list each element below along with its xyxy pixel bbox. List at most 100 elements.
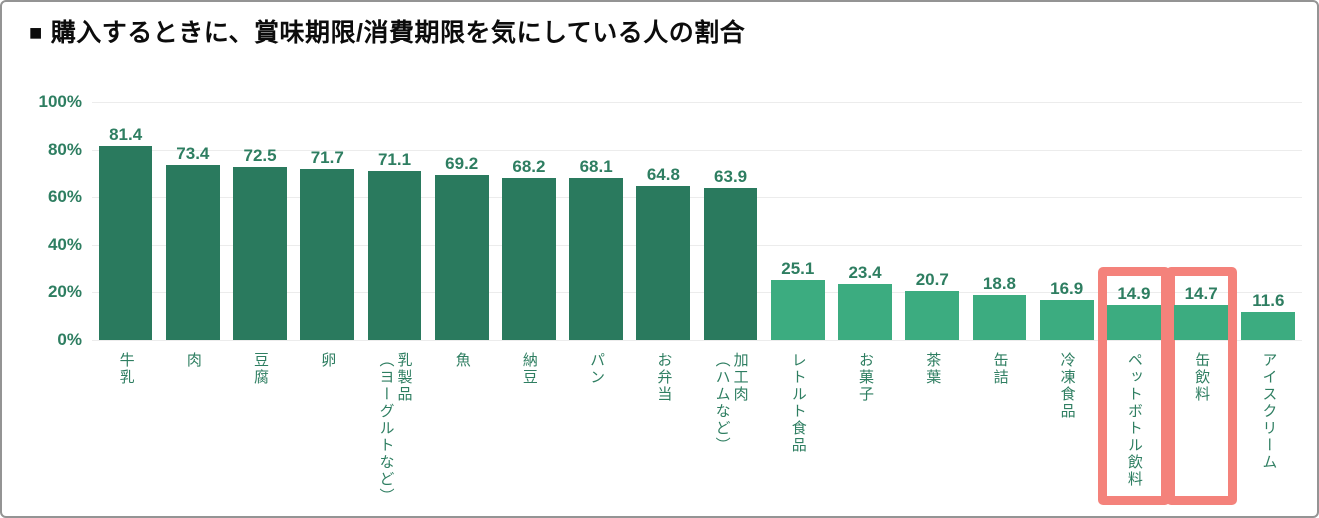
bar-category-label: 缶詰 xyxy=(991,352,1009,386)
bar-wrap: 18.8 xyxy=(966,102,1033,340)
bar-category: ペットボトル飲料 xyxy=(1100,352,1167,488)
bar-column: 68.1 パン xyxy=(563,102,630,505)
bar-value-label: 25.1 xyxy=(781,259,815,279)
bar-category: レトルト食品 xyxy=(764,352,831,454)
gridline xyxy=(92,197,1302,199)
bar-category-label: レトルト食品 xyxy=(789,352,807,454)
bar-category: 肉 xyxy=(159,352,226,369)
bar-category: 牛乳 xyxy=(92,352,159,386)
bar-wrap: 14.9 xyxy=(1100,102,1167,340)
y-axis-tick-label: 0% xyxy=(57,330,82,349)
bar-category: アイスクリーム xyxy=(1235,352,1302,471)
bar xyxy=(905,290,960,340)
bar-wrap: 68.1 xyxy=(563,102,630,340)
bar-value-label: 72.5 xyxy=(243,146,277,166)
bar xyxy=(233,167,287,340)
gridline xyxy=(92,244,1302,246)
bar-category-label: 加工肉 （ハムなど） xyxy=(713,352,749,454)
bar-category-label: 魚 xyxy=(453,352,471,369)
bar-column: 69.2 魚 xyxy=(428,102,495,505)
bar xyxy=(569,177,624,340)
bar-category-label: 乳製品 （ヨーグルトなど） xyxy=(377,352,413,505)
bar-category-label: お菓子 xyxy=(857,352,875,403)
bar-column: 71.7 卵 xyxy=(294,102,361,505)
bar-category-label: ペットボトル飲料 xyxy=(1125,352,1143,488)
bar-column: 72.5 豆腐 xyxy=(226,102,293,505)
bar-category: 卵 xyxy=(294,352,361,369)
bar xyxy=(636,185,691,340)
bar-wrap: 73.4 xyxy=(159,102,226,340)
bar-category: お弁当 xyxy=(630,352,697,403)
y-axis: 100% 80% 60% 40% 20% 0% xyxy=(2,92,82,349)
bar-category: 缶飲料 xyxy=(1168,352,1235,403)
bar-column: 14.9 ペットボトル飲料 xyxy=(1098,102,1170,505)
bar xyxy=(502,177,556,340)
title-marker-icon: ■ xyxy=(29,20,43,45)
bar xyxy=(972,295,1027,340)
bar-value-label: 71.7 xyxy=(310,148,344,168)
bar xyxy=(1039,299,1094,340)
y-axis-tick-label: 100% xyxy=(38,92,82,111)
plot-area: 81.4 牛乳 73.4 肉 72.5 豆腐 71.7 卵 71.1 乳製品 （ヨーグルトなど） 6… xyxy=(92,102,1302,505)
bar-category: パン xyxy=(563,352,630,386)
bar-wrap: 16.9 xyxy=(1033,102,1100,340)
bar-value-label: 64.8 xyxy=(646,164,680,184)
bar-column: 64.8 お弁当 xyxy=(630,102,697,505)
bar-wrap: 20.7 xyxy=(899,102,966,340)
bar-category-label: 冷凍食品 xyxy=(1058,352,1076,420)
bar xyxy=(300,169,355,340)
chart-title: ■ 購入するときに、賞味期限/消費期限を気にしている人の割合 xyxy=(29,13,745,49)
bar-value-label: 73.4 xyxy=(176,144,210,164)
bar-wrap: 81.4 xyxy=(92,102,159,340)
bar-wrap: 11.6 xyxy=(1235,102,1302,340)
bar-category-label: 豆腐 xyxy=(252,352,270,386)
bar xyxy=(1241,312,1296,340)
bar-wrap: 72.5 xyxy=(226,102,293,340)
bar-value-label: 18.8 xyxy=(982,274,1016,294)
bar-wrap: 68.2 xyxy=(495,102,562,340)
gridline xyxy=(92,102,1302,103)
bar xyxy=(1107,304,1161,340)
bar-wrap: 25.1 xyxy=(764,102,831,340)
bar-value-label: 81.4 xyxy=(109,125,143,145)
bar-category: 魚 xyxy=(428,352,495,369)
bar-value-label: 20.7 xyxy=(915,269,949,289)
bar-category: 缶詰 xyxy=(966,352,1033,386)
bar-category: お菓子 xyxy=(831,352,898,403)
bar-category: 加工肉 （ハムなど） xyxy=(697,352,764,454)
chart-title-text: 購入するときに、賞味期限/消費期限を気にしている人の割合 xyxy=(50,19,746,47)
bar-category: 納豆 xyxy=(495,352,562,386)
bar-wrap: 64.8 xyxy=(630,102,697,340)
bar-wrap: 71.7 xyxy=(294,102,361,340)
bar-wrap: 63.9 xyxy=(697,102,764,340)
bar-wrap: 14.7 xyxy=(1168,102,1235,340)
y-axis-tick-label: 40% xyxy=(47,234,82,254)
bar-column: 16.9 冷凍食品 xyxy=(1033,102,1100,505)
gridline xyxy=(92,340,1302,341)
y-axis-tick-label: 60% xyxy=(47,187,82,207)
bar-value-label: 71.1 xyxy=(377,149,412,169)
gridline xyxy=(92,149,1302,151)
bar-value-label: 68.1 xyxy=(579,156,613,176)
y-axis-tick-label: 80% xyxy=(47,139,82,159)
bar-category-label: アイスクリーム xyxy=(1260,352,1278,471)
bar-column: 11.6 アイスクリーム xyxy=(1235,102,1302,505)
bar-value-label: 23.4 xyxy=(848,263,882,283)
bar xyxy=(1174,305,1228,340)
bar-column: 18.8 缶詰 xyxy=(966,102,1033,505)
bar-value-label: 63.9 xyxy=(714,166,748,186)
bar-column: 73.4 肉 xyxy=(159,102,226,505)
bar-wrap: 71.1 xyxy=(361,102,428,340)
bar-category-label: 牛乳 xyxy=(117,352,135,386)
bar-wrap: 69.2 xyxy=(428,102,495,340)
bar-category: 茶葉 xyxy=(899,352,966,386)
bar xyxy=(98,146,153,340)
bar-column: 81.4 牛乳 xyxy=(92,102,159,505)
bar-column: 68.2 納豆 xyxy=(495,102,562,505)
bar-wrap: 23.4 xyxy=(831,102,898,340)
bar xyxy=(770,280,825,340)
gridlines xyxy=(92,102,1302,341)
bar-column: 63.9 加工肉 （ハムなど） xyxy=(697,102,764,505)
bar-category-label: 納豆 xyxy=(520,352,538,386)
bar xyxy=(434,175,489,340)
